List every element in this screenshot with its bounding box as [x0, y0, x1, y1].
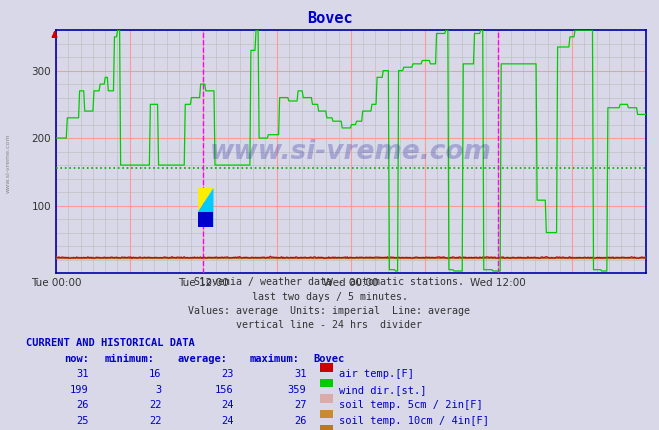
Text: 31: 31 — [294, 369, 306, 379]
Text: 24: 24 — [221, 416, 234, 426]
Text: Bovec: Bovec — [313, 354, 344, 364]
Text: 23: 23 — [221, 369, 234, 379]
Text: www.si-vreme.com: www.si-vreme.com — [5, 134, 11, 193]
Bar — [198, 212, 214, 227]
Text: vertical line - 24 hrs  divider: vertical line - 24 hrs divider — [237, 320, 422, 330]
Text: wind dir.[st.]: wind dir.[st.] — [339, 385, 427, 395]
Text: air temp.[F]: air temp.[F] — [339, 369, 415, 379]
Text: 3: 3 — [156, 385, 161, 395]
Text: maximum:: maximum: — [250, 354, 300, 364]
Text: last two days / 5 minutes.: last two days / 5 minutes. — [252, 292, 407, 301]
Text: soil temp. 10cm / 4in[F]: soil temp. 10cm / 4in[F] — [339, 416, 490, 426]
Text: CURRENT AND HISTORICAL DATA: CURRENT AND HISTORICAL DATA — [26, 338, 195, 347]
Text: now:: now: — [64, 354, 89, 364]
Text: 199: 199 — [71, 385, 89, 395]
Text: Values: average  Units: imperial  Line: average: Values: average Units: imperial Line: av… — [188, 306, 471, 316]
Text: 27: 27 — [294, 400, 306, 410]
Text: 156: 156 — [215, 385, 234, 395]
Text: soil temp. 5cm / 2in[F]: soil temp. 5cm / 2in[F] — [339, 400, 483, 410]
Text: 26: 26 — [294, 416, 306, 426]
Text: 22: 22 — [149, 416, 161, 426]
Polygon shape — [198, 188, 214, 212]
Polygon shape — [198, 188, 214, 227]
Text: 31: 31 — [76, 369, 89, 379]
Text: 359: 359 — [288, 385, 306, 395]
Text: 22: 22 — [149, 400, 161, 410]
Text: Slovenia / weather data - automatic stations.: Slovenia / weather data - automatic stat… — [194, 277, 465, 287]
Text: 24: 24 — [221, 400, 234, 410]
Text: 26: 26 — [76, 400, 89, 410]
Text: average:: average: — [177, 354, 227, 364]
Text: Bovec: Bovec — [306, 11, 353, 26]
Text: 25: 25 — [76, 416, 89, 426]
Text: www.si-vreme.com: www.si-vreme.com — [210, 138, 492, 165]
Text: 16: 16 — [149, 369, 161, 379]
Text: minimum:: minimum: — [105, 354, 155, 364]
